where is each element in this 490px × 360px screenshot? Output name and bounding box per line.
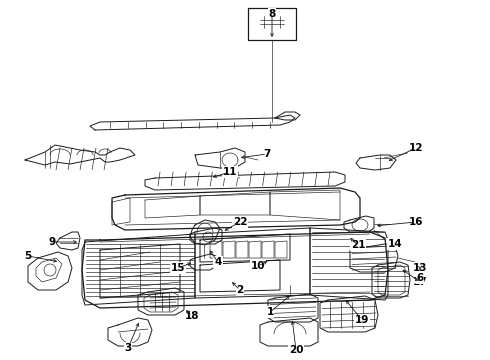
- Text: 1: 1: [267, 307, 273, 317]
- Text: 4: 4: [214, 257, 221, 267]
- Text: 16: 16: [409, 217, 423, 227]
- Text: 15: 15: [171, 263, 185, 273]
- Text: 7: 7: [263, 149, 270, 159]
- Text: 10: 10: [251, 261, 265, 271]
- Text: 12: 12: [409, 143, 423, 153]
- Text: 11: 11: [223, 167, 237, 177]
- Text: 13: 13: [413, 263, 427, 273]
- Text: 9: 9: [49, 237, 55, 247]
- Text: 19: 19: [355, 315, 369, 325]
- Text: 2: 2: [236, 285, 244, 295]
- Text: 3: 3: [124, 343, 132, 353]
- Text: 14: 14: [388, 239, 402, 249]
- Text: 21: 21: [351, 240, 365, 250]
- Text: 20: 20: [289, 345, 303, 355]
- Text: 5: 5: [24, 251, 32, 261]
- Text: 8: 8: [269, 9, 275, 19]
- Text: 18: 18: [185, 311, 199, 321]
- Text: 6: 6: [416, 273, 424, 283]
- Text: 22: 22: [233, 217, 247, 227]
- Text: 17: 17: [413, 277, 427, 287]
